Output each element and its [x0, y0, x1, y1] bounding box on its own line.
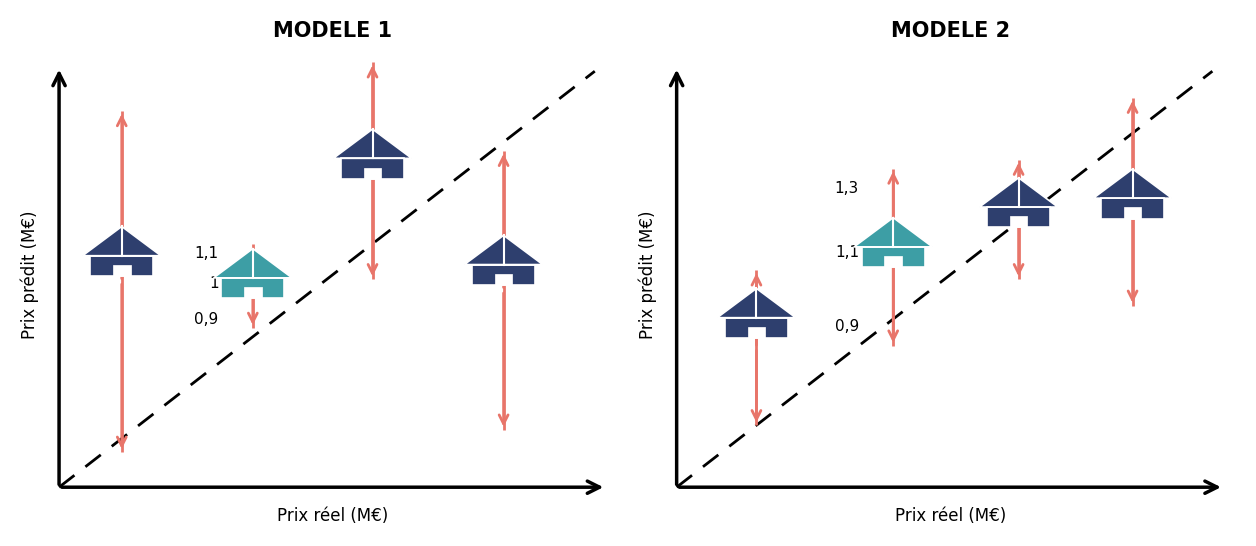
FancyBboxPatch shape	[495, 274, 512, 285]
FancyBboxPatch shape	[113, 265, 131, 276]
FancyBboxPatch shape	[221, 278, 284, 298]
Text: 0,9: 0,9	[195, 312, 219, 327]
FancyBboxPatch shape	[884, 256, 902, 268]
Polygon shape	[854, 218, 932, 247]
Text: 1: 1	[208, 276, 219, 291]
Text: 1,1: 1,1	[195, 246, 219, 261]
FancyBboxPatch shape	[1102, 198, 1164, 218]
Y-axis label: Prix prédit (M€): Prix prédit (M€)	[21, 211, 39, 339]
FancyBboxPatch shape	[364, 168, 382, 179]
Y-axis label: Prix prédit (M€): Prix prédit (M€)	[638, 211, 657, 339]
X-axis label: Prix réel (M€): Prix réel (M€)	[894, 507, 1006, 525]
FancyBboxPatch shape	[747, 327, 765, 338]
FancyBboxPatch shape	[342, 158, 404, 179]
FancyBboxPatch shape	[987, 207, 1050, 228]
FancyBboxPatch shape	[1010, 216, 1027, 228]
Text: 1,3: 1,3	[835, 181, 859, 195]
FancyBboxPatch shape	[1124, 207, 1142, 218]
X-axis label: Prix réel (M€): Prix réel (M€)	[278, 507, 388, 525]
Text: 1,1: 1,1	[835, 245, 859, 260]
FancyBboxPatch shape	[472, 265, 535, 285]
Polygon shape	[980, 178, 1058, 207]
Title: MODELE 1: MODELE 1	[273, 21, 392, 41]
FancyBboxPatch shape	[244, 287, 261, 298]
Polygon shape	[83, 227, 161, 256]
Text: 0,9: 0,9	[835, 319, 859, 334]
FancyBboxPatch shape	[725, 318, 788, 338]
Polygon shape	[717, 288, 795, 318]
Polygon shape	[214, 248, 291, 278]
Polygon shape	[1094, 169, 1172, 198]
FancyBboxPatch shape	[862, 247, 924, 268]
Title: MODELE 2: MODELE 2	[891, 21, 1010, 41]
Polygon shape	[465, 235, 543, 265]
Polygon shape	[333, 129, 412, 158]
FancyBboxPatch shape	[90, 256, 153, 276]
